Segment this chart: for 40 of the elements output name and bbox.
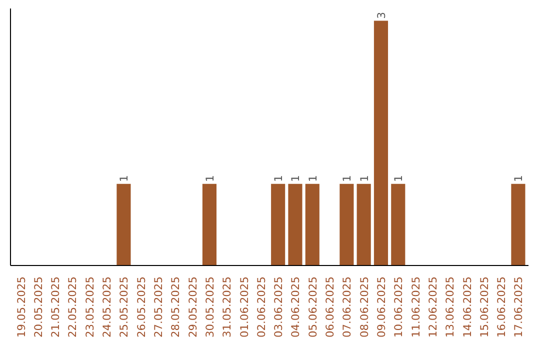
- x-tick-label: 21.05.2025: [49, 276, 62, 338]
- x-tick-label: 06.06.2025: [324, 276, 337, 338]
- x-tick-label: 03.06.2025: [272, 276, 286, 338]
- data-label: 1: [203, 175, 216, 182]
- x-tick-label: 07.06.2025: [340, 276, 354, 338]
- x-tick-label: 25.05.2025: [118, 276, 131, 338]
- x-tick-label: 05.06.2025: [306, 276, 320, 338]
- x-tick-label: 31.05.2025: [220, 276, 234, 338]
- x-tick-label: 30.05.2025: [203, 276, 216, 338]
- x-tick-label: 23.05.2025: [83, 276, 96, 338]
- data-label: 1: [340, 175, 354, 182]
- data-label: 1: [392, 175, 406, 182]
- x-tick-label: 12.06.2025: [426, 276, 440, 338]
- x-tick-label: 15.06.2025: [478, 276, 491, 338]
- data-label: 1: [358, 175, 371, 182]
- data-label: 1: [289, 175, 302, 182]
- x-tick-label: 08.06.2025: [358, 276, 371, 338]
- x-tick-label: 17.06.2025: [512, 276, 526, 338]
- x-tick-label: 11.06.2025: [409, 276, 422, 338]
- x-tick-label: 02.06.2025: [254, 276, 268, 338]
- x-tick-label: 29.05.2025: [186, 276, 200, 338]
- data-label: 1: [306, 175, 320, 182]
- x-tick-label: 22.05.2025: [66, 276, 80, 338]
- x-tick-label: 14.06.2025: [460, 276, 474, 338]
- x-tick-label: 20.05.2025: [32, 276, 45, 338]
- x-tick-label: 01.06.2025: [238, 276, 251, 338]
- data-label: 1: [118, 175, 131, 182]
- data-label: 1: [272, 175, 286, 182]
- x-tick-label: 19.05.2025: [14, 276, 28, 338]
- x-tick-label: 10.06.2025: [392, 276, 406, 338]
- x-tick-label: 28.05.2025: [169, 276, 182, 338]
- x-tick-label: 09.06.2025: [374, 276, 388, 338]
- x-tick-label: 26.05.2025: [134, 276, 148, 338]
- x-tick-label: 13.06.2025: [444, 276, 457, 338]
- x-tick-label: 27.05.2025: [152, 276, 166, 338]
- data-label: 3: [374, 12, 388, 19]
- x-tick-label: 16.06.2025: [495, 276, 508, 338]
- data-label: 1: [512, 175, 526, 182]
- x-tick-label: 24.05.2025: [100, 276, 114, 338]
- x-tick-label: 04.06.2025: [289, 276, 302, 338]
